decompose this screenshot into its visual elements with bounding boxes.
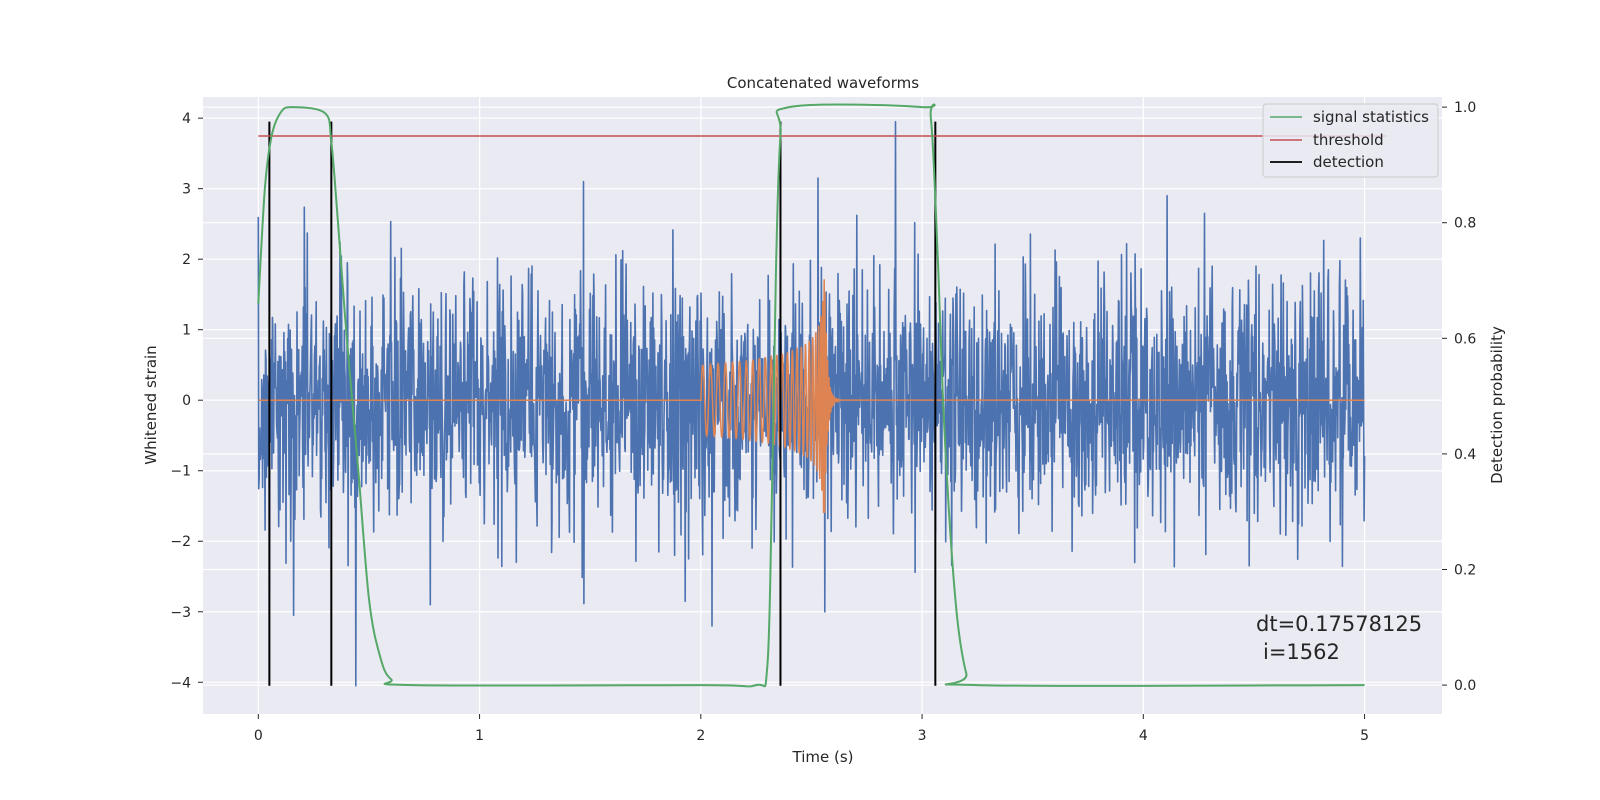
y-tick-label-left: −4 [170, 675, 191, 691]
data-layer [257, 103, 1387, 688]
annotation-line-2: i=1562 [1263, 640, 1340, 664]
y-tick-label-left: −3 [170, 605, 191, 621]
legend-box [1262, 103, 1439, 178]
y-tick-label-left: 2 [182, 252, 191, 268]
y-tick-label-right: 1.0 [1454, 100, 1476, 116]
x-tick-label: 2 [696, 728, 705, 744]
y-tick-label-left: −2 [170, 534, 191, 550]
annotation-line-1: dt=0.17578125 [1256, 612, 1422, 636]
legend-label-threshold: threshold [1313, 131, 1384, 149]
x-axis-label: Time (s) [792, 748, 854, 766]
chart-title: Concatenated waveforms [727, 74, 919, 92]
legend-label-detection: detection [1313, 153, 1384, 171]
y-tick-label-left: 3 [182, 182, 191, 198]
y-tick-label-left: −1 [170, 464, 191, 480]
y-tick-label-left: 4 [182, 111, 191, 127]
y-tick-label-left: 0 [182, 393, 191, 409]
legend: signal statistics threshold detection [1262, 103, 1439, 178]
x-tick-label: 0 [254, 728, 263, 744]
y-tick-label-left: 1 [182, 323, 191, 339]
axes: 0 1 2 3 4 5 −4 −3 −2 −1 0 1 2 3 4 0.0 0.2 0.4 0.6 0.8 1.0 [170, 100, 1476, 744]
series-injected-waveform [258, 279, 1365, 514]
y-tick-label-right: 0.2 [1454, 563, 1476, 579]
y-axis-label-right: Detection probability [1488, 326, 1506, 484]
y-axis-label-left: Whitened strain [142, 345, 160, 464]
series-signal-statistics [257, 103, 1365, 688]
y-tick-label-right: 0.4 [1454, 447, 1476, 463]
legend-label-signal-statistics: signal statistics [1313, 108, 1429, 126]
x-tick-label: 1 [475, 728, 484, 744]
x-tick-label: 5 [1360, 728, 1369, 744]
y-tick-label-right: 0.0 [1454, 678, 1476, 694]
x-tick-label: 4 [1139, 728, 1148, 744]
x-tick-label: 3 [918, 728, 927, 744]
y-tick-label-right: 0.8 [1454, 216, 1476, 232]
y-tick-label-right: 0.6 [1454, 331, 1476, 347]
